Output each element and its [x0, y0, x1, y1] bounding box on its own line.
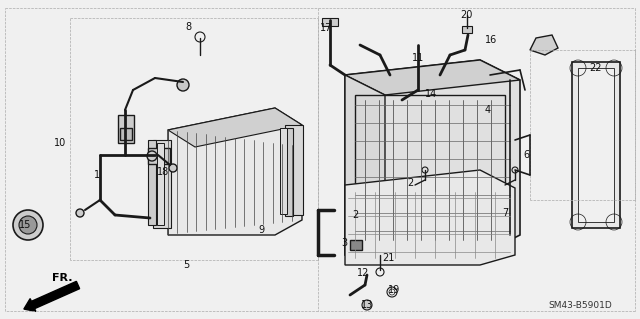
- Polygon shape: [168, 108, 302, 235]
- Bar: [285, 128, 293, 216]
- Polygon shape: [345, 60, 520, 95]
- Circle shape: [13, 210, 43, 240]
- Bar: [120, 128, 132, 140]
- Text: 13: 13: [361, 300, 373, 310]
- Circle shape: [177, 79, 189, 91]
- Bar: [462, 26, 472, 33]
- Text: 2: 2: [352, 210, 358, 220]
- Bar: [153, 140, 171, 228]
- Text: 1: 1: [94, 170, 100, 180]
- Bar: [157, 143, 164, 225]
- Bar: [285, 125, 303, 215]
- Text: 6: 6: [523, 150, 529, 160]
- Text: 8: 8: [185, 22, 191, 32]
- Polygon shape: [530, 35, 558, 55]
- Bar: [355, 95, 505, 243]
- Text: 15: 15: [19, 220, 31, 230]
- Polygon shape: [168, 108, 302, 147]
- Text: 17: 17: [320, 23, 332, 33]
- Text: 5: 5: [183, 260, 189, 270]
- Text: 7: 7: [502, 208, 508, 218]
- Text: 16: 16: [485, 35, 497, 45]
- Text: 20: 20: [460, 10, 472, 20]
- Bar: [394, 95, 408, 103]
- Bar: [148, 140, 156, 225]
- Circle shape: [76, 209, 84, 217]
- Circle shape: [147, 151, 157, 161]
- Polygon shape: [345, 170, 515, 265]
- Polygon shape: [345, 75, 385, 255]
- Bar: [148, 148, 170, 164]
- Text: FR.: FR.: [52, 273, 72, 283]
- Text: 21: 21: [382, 253, 394, 263]
- Text: 11: 11: [412, 53, 424, 63]
- Text: SM43-B5901D: SM43-B5901D: [548, 300, 612, 309]
- Polygon shape: [572, 62, 620, 228]
- FancyArrow shape: [24, 281, 79, 311]
- Bar: [350, 240, 362, 250]
- Bar: [280, 128, 287, 214]
- Bar: [322, 18, 338, 26]
- Text: 10: 10: [54, 138, 66, 148]
- Circle shape: [362, 300, 372, 310]
- Text: 2: 2: [407, 178, 413, 188]
- Text: 19: 19: [388, 285, 400, 295]
- Circle shape: [169, 164, 177, 172]
- Text: 22: 22: [589, 63, 602, 73]
- Circle shape: [589, 65, 603, 79]
- Circle shape: [19, 216, 37, 234]
- Text: 14: 14: [425, 89, 437, 99]
- Text: 9: 9: [258, 225, 264, 235]
- Bar: [118, 115, 134, 143]
- Polygon shape: [345, 60, 520, 255]
- Text: 12: 12: [357, 268, 369, 278]
- Text: 3: 3: [341, 238, 347, 248]
- Text: 4: 4: [485, 105, 491, 115]
- Polygon shape: [578, 68, 614, 222]
- Text: 18: 18: [157, 167, 169, 177]
